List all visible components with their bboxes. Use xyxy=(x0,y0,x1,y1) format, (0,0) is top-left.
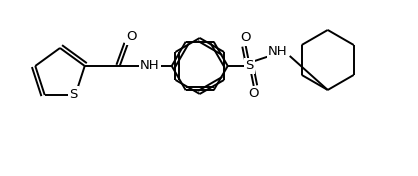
Text: O: O xyxy=(248,87,259,100)
Text: NH: NH xyxy=(140,59,160,73)
Text: S: S xyxy=(245,59,254,73)
Text: O: O xyxy=(240,32,251,45)
Text: NH: NH xyxy=(268,45,288,58)
Text: O: O xyxy=(127,30,137,43)
Text: S: S xyxy=(69,87,77,100)
